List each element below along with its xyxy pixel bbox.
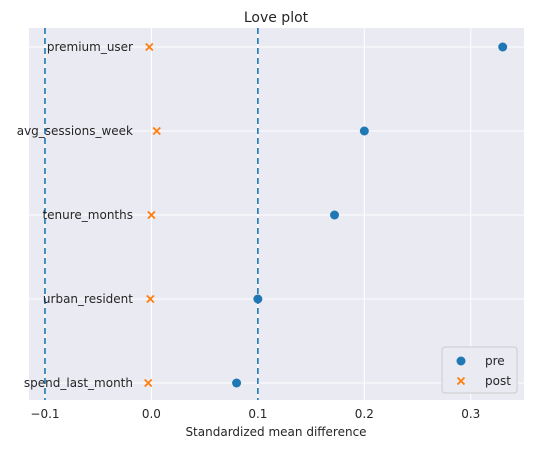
x-tick-label: 0.0 [142,407,161,421]
x-axis-label: Standardized mean difference [185,425,366,439]
x-tick-labels: −0.1 0.0 0.1 0.2 0.3 [30,407,480,421]
chart-title: Love plot [244,10,309,26]
category-label: premium_user [47,40,133,54]
data-point-pre [330,211,339,220]
x-tick-label: 0.1 [248,407,267,421]
legend-label-post: post [485,374,511,388]
data-point-pre [360,127,369,136]
category-label: avg_sessions_week [17,124,133,138]
data-point-pre [253,295,262,304]
legend: pre post [442,347,517,393]
legend-label-pre: pre [485,354,505,368]
data-point-pre [232,379,241,388]
category-label: urban_resident [43,292,133,306]
category-label: tenure_months [42,208,133,222]
x-tick-label: 0.2 [355,407,374,421]
legend-marker-pre [457,357,466,366]
data-point-pre [498,43,507,52]
category-label: spend_last_month [24,376,133,390]
x-tick-label: 0.3 [461,407,480,421]
x-tick-label: −0.1 [30,407,59,421]
